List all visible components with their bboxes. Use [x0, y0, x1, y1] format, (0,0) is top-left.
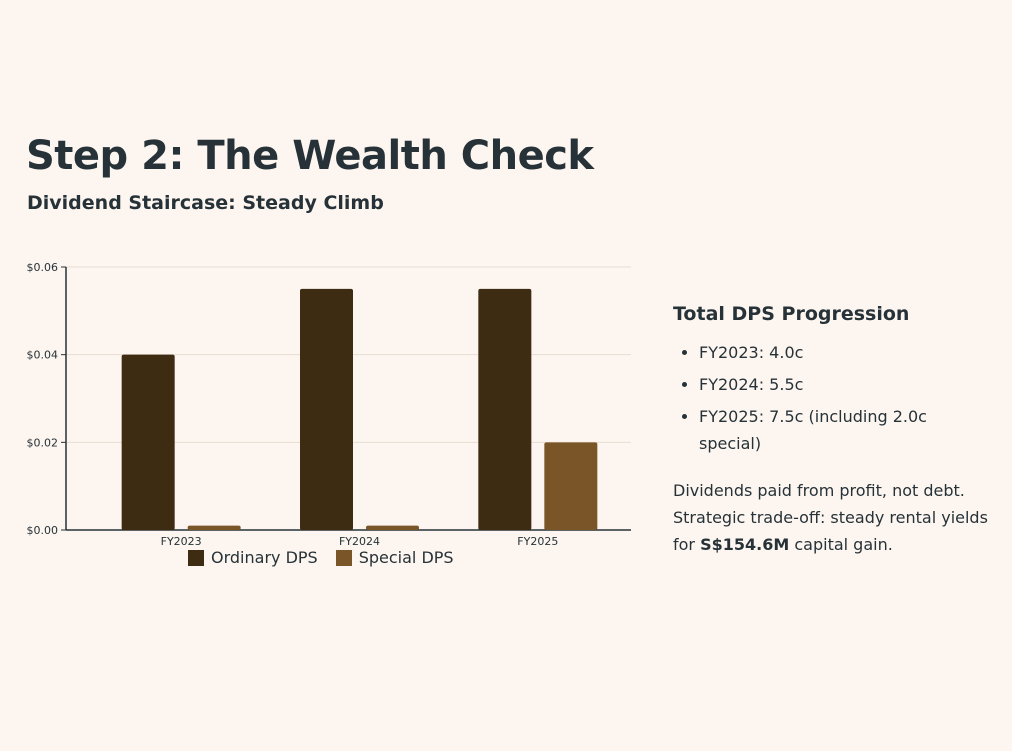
- summary-item-fy2024: FY2024: 5.5c: [699, 371, 993, 398]
- y-tick-label: $0.04: [27, 349, 59, 362]
- legend-item-ordinary[interactable]: Ordinary DPS: [188, 548, 318, 567]
- legend-swatch-ordinary: [188, 549, 204, 566]
- bar-special-dps-fy2025: [544, 442, 598, 530]
- x-tick-label: FY2023: [161, 535, 202, 548]
- summary-note-text: Dividends paid from profit, not debt. St…: [673, 481, 988, 554]
- dividend-bar-chart: $0.00 $0.02 $0.04 $0.06 FY2023 FY2024 FY2025: [27, 261, 631, 548]
- legend-item-special[interactable]: Special DPS: [335, 548, 454, 567]
- y-tick-label: $0.06: [27, 261, 59, 274]
- bar-special-dps-fy2023: [187, 525, 241, 530]
- summary-item-fy2023: FY2023: 4.0c: [699, 339, 993, 366]
- chart-subtitle: Dividend Staircase: Steady Climb: [27, 192, 384, 214]
- summary-item-fy2025: FY2025: 7.5c (including 2.0c special): [699, 403, 993, 457]
- legend-swatch-special: [335, 549, 352, 566]
- bar-ordinary-dps-fy2023: [121, 354, 175, 530]
- x-tick-label: FY2025: [517, 535, 558, 548]
- chart-legend: Ordinary DPS Special DPS: [188, 548, 454, 567]
- legend-label-special: Special DPS: [358, 548, 454, 567]
- y-tick-label: $0.02: [27, 436, 59, 449]
- x-tick-label: FY2024: [339, 535, 380, 548]
- capital-gain-value: S$154.6M: [700, 535, 790, 554]
- page-title: Step 2: The Wealth Check: [26, 133, 594, 179]
- bar-ordinary-dps-fy2025: [478, 288, 532, 530]
- dps-summary-panel: Total DPS Progression FY2023: 4.0c FY202…: [673, 303, 993, 558]
- y-tick-label: $0.00: [27, 524, 59, 537]
- legend-label-ordinary: Ordinary DPS: [211, 548, 318, 567]
- summary-list: FY2023: 4.0c FY2024: 5.5c FY2025: 7.5c (…: [673, 339, 993, 457]
- summary-note: Dividends paid from profit, not debt. St…: [673, 477, 993, 558]
- bar-special-dps-fy2024: [366, 525, 419, 530]
- summary-note-tail: capital gain.: [789, 535, 893, 554]
- summary-heading: Total DPS Progression: [673, 303, 910, 325]
- bar-ordinary-dps-fy2024: [300, 288, 353, 530]
